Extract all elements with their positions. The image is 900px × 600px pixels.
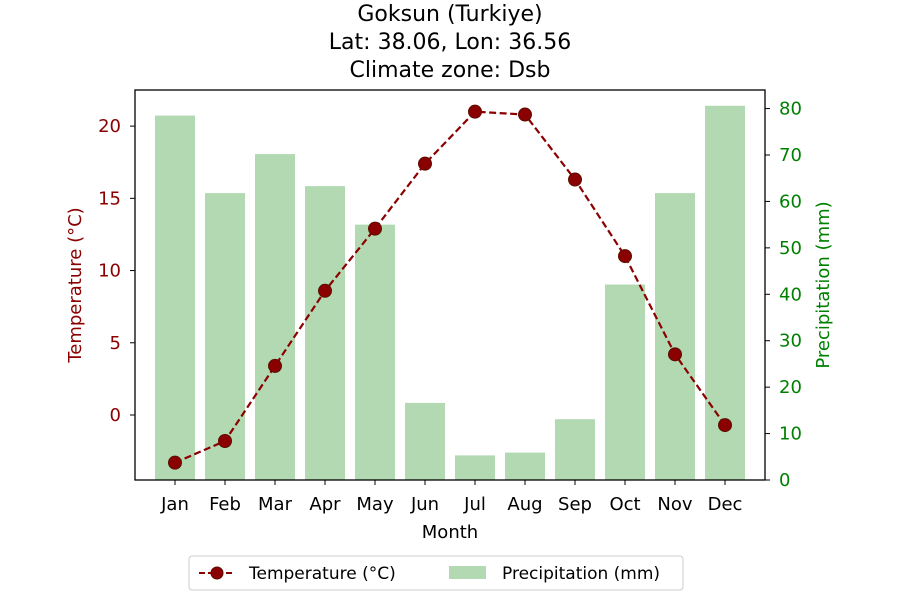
precip-bar-mar	[255, 154, 295, 480]
x-tick-label-oct: Oct	[609, 494, 640, 515]
temp-point-aug	[519, 108, 532, 121]
temp-point-may	[369, 222, 382, 235]
chart-title-line-2: Lat: 38.06, Lon: 36.56	[329, 30, 571, 55]
temperature-series	[169, 105, 732, 469]
legend-temperature-marker	[211, 567, 223, 579]
precip-bar-sep	[555, 419, 595, 480]
legend-precipitation-swatch	[449, 566, 486, 579]
chart-title-line-1: Goksun (Turkiye)	[357, 2, 542, 27]
x-tick-label-apr: Apr	[309, 494, 341, 515]
temp-point-apr	[319, 284, 332, 297]
chart-title-line-3: Climate zone: Dsb	[350, 58, 551, 83]
left-axis-ticks: 0 5 10 15 20	[98, 116, 135, 426]
x-tick-label-nov: Nov	[657, 494, 692, 515]
left-tick-label-5: 5	[110, 333, 121, 354]
x-tick-label-aug: Aug	[507, 494, 542, 515]
legend: Temperature (°C) Precipitation (mm)	[189, 556, 683, 590]
right-tick-label-20: 20	[779, 377, 802, 398]
x-tick-label-jul: Jul	[463, 494, 486, 515]
right-tick-label-10: 10	[779, 424, 802, 445]
temp-point-sep	[569, 173, 582, 186]
left-axis-label: Temperature (°C)	[65, 207, 86, 363]
legend-temperature-label: Temperature (°C)	[248, 564, 396, 584]
x-tick-label-may: May	[356, 494, 394, 515]
x-tick-label-feb: Feb	[209, 494, 241, 515]
precip-bar-jul	[455, 455, 495, 480]
right-tick-label-60: 60	[779, 191, 802, 212]
precip-bar-may	[355, 225, 395, 480]
temp-point-dec	[719, 419, 732, 432]
x-tick-label-dec: Dec	[708, 494, 743, 515]
right-tick-label-70: 70	[779, 145, 802, 166]
precip-bar-aug	[505, 453, 545, 480]
precipitation-bars	[155, 106, 745, 480]
right-tick-label-30: 30	[779, 331, 802, 352]
temp-point-jun	[419, 157, 432, 170]
right-tick-label-80: 80	[779, 99, 802, 120]
x-tick-label-jun: Jun	[410, 494, 439, 515]
x-axis-ticks: Jan Feb Mar Apr May Jun Jul Aug Sep Oct Nov Dec	[160, 480, 742, 515]
right-tick-label-0: 0	[779, 470, 790, 491]
x-axis-label: Month	[422, 522, 478, 543]
temp-point-nov	[669, 348, 682, 361]
left-tick-label-10: 10	[98, 261, 121, 282]
left-tick-label-15: 15	[98, 188, 121, 209]
x-tick-label-jan: Jan	[160, 494, 189, 515]
left-tick-label-20: 20	[98, 116, 121, 137]
precip-bar-jan	[155, 116, 195, 480]
x-tick-label-mar: Mar	[258, 494, 293, 515]
temp-point-oct	[619, 250, 632, 263]
precip-bar-apr	[305, 186, 345, 480]
precip-bar-oct	[605, 285, 645, 480]
right-axis-label: Precipitation (mm)	[813, 201, 834, 368]
left-tick-label-0: 0	[110, 405, 121, 426]
x-tick-label-sep: Sep	[558, 494, 592, 515]
legend-precipitation-label: Precipitation (mm)	[502, 564, 660, 584]
precip-bar-jun	[405, 403, 445, 480]
precip-bar-nov	[655, 193, 695, 480]
right-tick-label-40: 40	[779, 284, 802, 305]
right-tick-label-50: 50	[779, 238, 802, 259]
temp-point-jul	[469, 105, 482, 118]
temp-point-feb	[219, 435, 232, 448]
temp-point-jan	[169, 456, 182, 469]
temp-point-mar	[269, 359, 282, 372]
right-axis-ticks: 0 10 20 30 40 50 60 70 80	[765, 99, 802, 491]
